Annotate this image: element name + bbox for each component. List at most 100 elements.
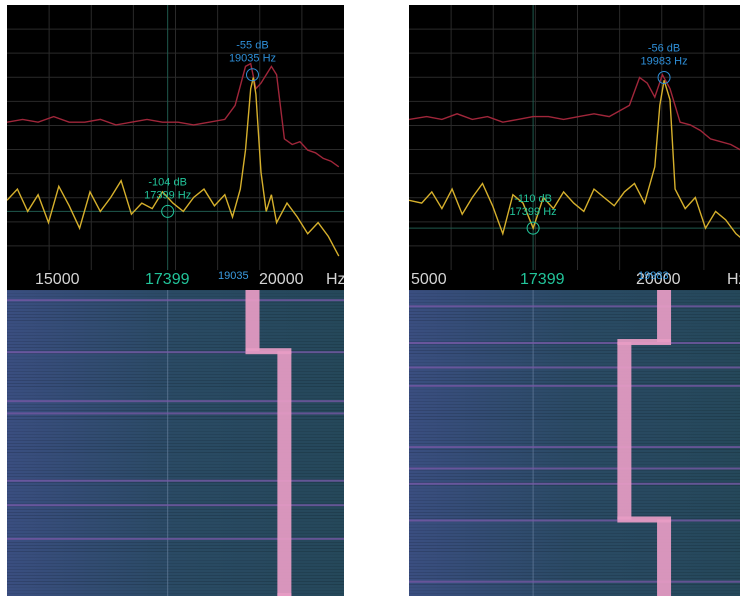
signal-trace xyxy=(617,342,632,520)
noise-row xyxy=(7,410,344,411)
noise-row xyxy=(409,371,740,372)
interference-line xyxy=(409,366,740,369)
noise-row xyxy=(409,509,740,510)
noise-row xyxy=(409,584,740,585)
noise-row xyxy=(409,329,740,330)
noise-row xyxy=(7,425,344,426)
x-unit-label: Hz xyxy=(326,271,344,288)
interference-line xyxy=(7,479,344,482)
noise-row xyxy=(7,383,344,384)
noise-row xyxy=(7,317,344,318)
interference-line xyxy=(409,446,740,449)
noise-row xyxy=(7,482,344,483)
noise-row xyxy=(7,296,344,297)
noise-row xyxy=(7,428,344,429)
noise-row xyxy=(409,350,740,351)
noise-row xyxy=(7,449,344,450)
noise-row xyxy=(409,545,740,546)
noise-row xyxy=(7,422,344,423)
noise-row xyxy=(409,341,740,342)
noise-row xyxy=(7,374,344,375)
noise-row xyxy=(7,458,344,459)
interference-line xyxy=(409,467,740,470)
noise-row xyxy=(7,587,344,588)
series-line xyxy=(409,80,740,239)
peak-tick-label: 19983 xyxy=(638,270,669,282)
signal-trace xyxy=(657,519,672,596)
noise-row xyxy=(409,338,740,339)
noise-row xyxy=(409,326,740,327)
noise-row xyxy=(409,434,740,435)
noise-row xyxy=(7,512,344,513)
noise-row xyxy=(7,377,344,378)
noise-row xyxy=(409,587,740,588)
noise-row xyxy=(409,407,740,408)
waterfall-spectrogram xyxy=(409,290,740,596)
noise-row xyxy=(7,395,344,396)
noise-row xyxy=(7,365,344,366)
x-tick-label: 20000 xyxy=(259,271,304,288)
peak-marker-circle xyxy=(245,68,259,82)
signal-trace-shift xyxy=(617,516,672,523)
signal-trace-shift xyxy=(245,348,292,355)
noise-row xyxy=(7,308,344,309)
noise-row xyxy=(409,569,740,570)
marker-hz-label: 17399 Hz xyxy=(510,206,557,218)
noise-row xyxy=(7,416,344,417)
noise-row xyxy=(409,554,740,555)
noise-row xyxy=(409,491,740,492)
noise-row xyxy=(409,356,740,357)
noise-row xyxy=(409,572,740,573)
noise-row xyxy=(7,545,344,546)
noise-row xyxy=(7,455,344,456)
noise-row xyxy=(7,464,344,465)
noise-row xyxy=(409,497,740,498)
signal-trace xyxy=(657,290,672,343)
noise-row xyxy=(409,359,740,360)
noise-row xyxy=(409,299,740,300)
noise-row xyxy=(7,557,344,558)
noise-row xyxy=(7,350,344,351)
noise-row xyxy=(7,392,344,393)
noise-row xyxy=(7,554,344,555)
cursor-marker-circle xyxy=(526,221,540,235)
noise-row xyxy=(7,314,344,315)
noise-row xyxy=(7,593,344,594)
noise-row xyxy=(409,422,740,423)
noise-row xyxy=(7,470,344,471)
noise-row xyxy=(7,431,344,432)
noise-row xyxy=(409,563,740,564)
noise-row xyxy=(409,395,740,396)
noise-row xyxy=(409,578,740,579)
noise-row xyxy=(7,320,344,321)
noise-row xyxy=(409,413,740,414)
noise-row xyxy=(409,302,740,303)
noise-row xyxy=(409,503,740,504)
interference-line xyxy=(7,299,344,302)
noise-row xyxy=(7,347,344,348)
noise-row xyxy=(7,527,344,528)
noise-row xyxy=(409,590,740,591)
waterfall-background xyxy=(409,290,740,596)
noise-row xyxy=(409,416,740,417)
noise-row xyxy=(7,389,344,390)
x-tick-label: 20000 xyxy=(636,271,681,288)
noise-row xyxy=(7,584,344,585)
noise-row xyxy=(409,296,740,297)
peak-tick-label: 19035 xyxy=(218,270,249,282)
noise-row xyxy=(409,392,740,393)
interference-line xyxy=(409,580,740,583)
x-unit-label: Hz xyxy=(727,271,740,288)
noise-row xyxy=(7,332,344,333)
noise-row xyxy=(7,524,344,525)
noise-row xyxy=(409,383,740,384)
noise-row xyxy=(7,476,344,477)
spectrum-panel-right: -56 dB 19983 Hz -110 dB 17399 Hz 5000 17399… xyxy=(409,5,740,596)
noise-row xyxy=(7,590,344,591)
series-line xyxy=(7,62,340,168)
noise-row xyxy=(7,398,344,399)
noise-row xyxy=(7,380,344,381)
noise-row xyxy=(409,476,740,477)
noise-row xyxy=(409,524,740,525)
